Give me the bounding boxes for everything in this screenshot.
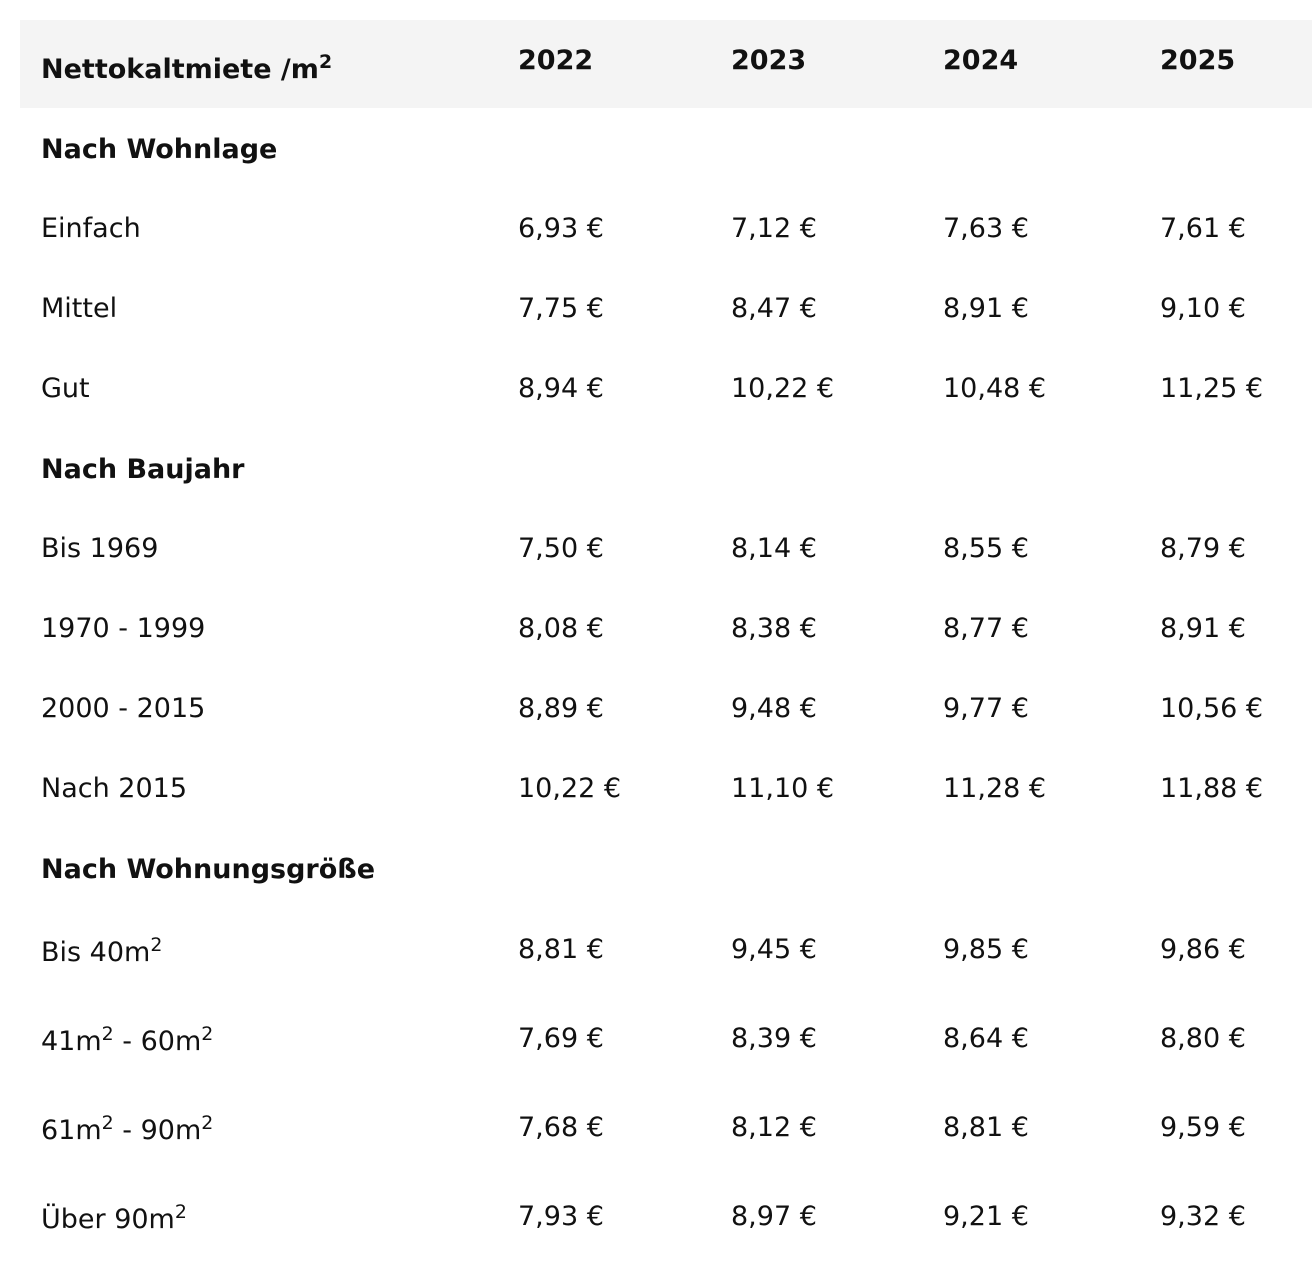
header-label: Nettokaltmiete /m2 — [20, 20, 497, 108]
table-row: 1970 - 1999 8,08 € 8,38 € 8,77 € 8,91 € — [20, 588, 1312, 668]
table-row: Gut 8,94 € 10,22 € 10,48 € 11,25 € — [20, 348, 1312, 428]
header-year-2022: 2022 — [518, 44, 594, 76]
section-title: Nach Wohnungsgröße — [41, 853, 376, 885]
row-label: Mittel — [41, 292, 118, 324]
rent-table: Nettokaltmiete /m2 2022 2023 2024 2025 N… — [20, 20, 1312, 1264]
row-label-part: 61m — [41, 1115, 102, 1146]
cell-2024: 8,91 € — [943, 292, 1029, 324]
section-row-wohnungsgroesse: Nach Wohnungsgröße — [20, 828, 1312, 908]
cell-2023: 8,39 € — [731, 1023, 817, 1054]
header-year-2023: 2023 — [731, 44, 807, 76]
table-header-row: Nettokaltmiete /m2 2022 2023 2024 2025 — [20, 20, 1312, 108]
table-row: Bis 1969 7,50 € 8,14 € 8,55 € 8,79 € — [20, 508, 1312, 588]
cell-2022: 7,75 € — [518, 292, 604, 324]
row-label-sup: 2 — [101, 1112, 114, 1134]
cell-2024: 7,63 € — [943, 212, 1029, 244]
cell-2023: 10,22 € — [731, 372, 835, 404]
cell-2023: 8,14 € — [731, 532, 817, 564]
cell-2024: 10,48 € — [943, 372, 1047, 404]
section-row-wohnlage: Nach Wohnlage — [20, 108, 1312, 188]
row-label-sup: 2 — [201, 1023, 214, 1045]
table-row: 2000 - 2015 8,89 € 9,48 € 9,77 € 10,56 € — [20, 668, 1312, 748]
row-label-sup: 2 — [174, 1201, 187, 1223]
cell-2024: 9,21 € — [943, 1201, 1029, 1232]
section-title: Nach Baujahr — [41, 453, 245, 485]
row-label-part: Bis 40m — [41, 937, 151, 968]
header-year-2025: 2025 — [1160, 44, 1236, 76]
cell-2022: 8,81 € — [518, 934, 604, 965]
header-label-text: Nettokaltmiete /m — [41, 53, 319, 85]
cell-2022: 7,68 € — [518, 1112, 604, 1143]
cell-2023: 8,97 € — [731, 1201, 817, 1232]
table-row: 61m2 - 90m2 7,68 € 8,12 € 8,81 € 9,59 € — [20, 1086, 1312, 1175]
row-label: 61m2 - 90m2 — [20, 1086, 497, 1175]
cell-2025: 8,91 € — [1160, 612, 1246, 644]
row-label-part: Über 90m — [41, 1204, 175, 1235]
header-year-2024: 2024 — [943, 44, 1019, 76]
row-label-part: 41m — [41, 1026, 102, 1057]
row-label-sup: 2 — [150, 934, 163, 956]
row-label: Gut — [41, 372, 90, 404]
cell-2022: 7,93 € — [518, 1201, 604, 1232]
row-label: 41m2 - 60m2 — [20, 997, 497, 1086]
cell-2025: 11,88 € — [1160, 772, 1264, 804]
table-row: 41m2 - 60m2 7,69 € 8,39 € 8,64 € 8,80 € — [20, 997, 1312, 1086]
cell-2024: 8,64 € — [943, 1023, 1029, 1054]
row-label: Einfach — [41, 212, 141, 244]
cell-2023: 7,12 € — [731, 212, 817, 244]
cell-2023: 9,45 € — [731, 934, 817, 965]
header-label-sup: 2 — [318, 50, 333, 73]
cell-2025: 7,61 € — [1160, 212, 1246, 244]
cell-2023: 9,48 € — [731, 692, 817, 724]
cell-2024: 9,77 € — [943, 692, 1029, 724]
row-label-sup: 2 — [201, 1112, 214, 1134]
cell-2025: 9,86 € — [1160, 934, 1246, 965]
table-row: Mittel 7,75 € 8,47 € 8,91 € 9,10 € — [20, 268, 1312, 348]
cell-2022: 8,08 € — [518, 612, 604, 644]
cell-2025: 8,80 € — [1160, 1023, 1246, 1054]
table-row: Über 90m2 7,93 € 8,97 € 9,21 € 9,32 € — [20, 1175, 1312, 1264]
cell-2022: 7,50 € — [518, 532, 604, 564]
section-row-baujahr: Nach Baujahr — [20, 428, 1312, 508]
cell-2022: 8,94 € — [518, 372, 604, 404]
cell-2022: 10,22 € — [518, 772, 622, 804]
row-label: 1970 - 1999 — [41, 612, 206, 644]
cell-2024: 11,28 € — [943, 772, 1047, 804]
table-row: Nach 2015 10,22 € 11,10 € 11,28 € 11,88 … — [20, 748, 1312, 828]
cell-2025: 9,10 € — [1160, 292, 1246, 324]
row-label: Bis 40m2 — [20, 908, 497, 997]
cell-2022: 8,89 € — [518, 692, 604, 724]
cell-2025: 9,32 € — [1160, 1201, 1246, 1232]
table-row: Bis 40m2 8,81 € 9,45 € 9,85 € 9,86 € — [20, 908, 1312, 997]
row-label: Bis 1969 — [41, 532, 159, 564]
cell-2024: 9,85 € — [943, 934, 1029, 965]
row-label-part: - 60m — [113, 1026, 202, 1057]
cell-2025: 8,79 € — [1160, 532, 1246, 564]
cell-2024: 8,77 € — [943, 612, 1029, 644]
cell-2023: 11,10 € — [731, 772, 835, 804]
section-title: Nach Wohnlage — [41, 133, 278, 165]
cell-2022: 6,93 € — [518, 212, 604, 244]
row-label: Über 90m2 — [20, 1175, 497, 1264]
cell-2025: 11,25 € — [1160, 372, 1264, 404]
cell-2025: 10,56 € — [1160, 692, 1264, 724]
row-label-sup: 2 — [101, 1023, 114, 1045]
rent-table-container: Nettokaltmiete /m2 2022 2023 2024 2025 N… — [20, 20, 1312, 1264]
cell-2025: 9,59 € — [1160, 1112, 1246, 1143]
cell-2023: 8,47 € — [731, 292, 817, 324]
cell-2024: 8,55 € — [943, 532, 1029, 564]
cell-2022: 7,69 € — [518, 1023, 604, 1054]
cell-2023: 8,12 € — [731, 1112, 817, 1143]
row-label: 2000 - 2015 — [41, 692, 206, 724]
cell-2024: 8,81 € — [943, 1112, 1029, 1143]
row-label-part: - 90m — [113, 1115, 202, 1146]
table-row: Einfach 6,93 € 7,12 € 7,63 € 7,61 € — [20, 188, 1312, 268]
cell-2023: 8,38 € — [731, 612, 817, 644]
row-label: Nach 2015 — [41, 772, 187, 804]
